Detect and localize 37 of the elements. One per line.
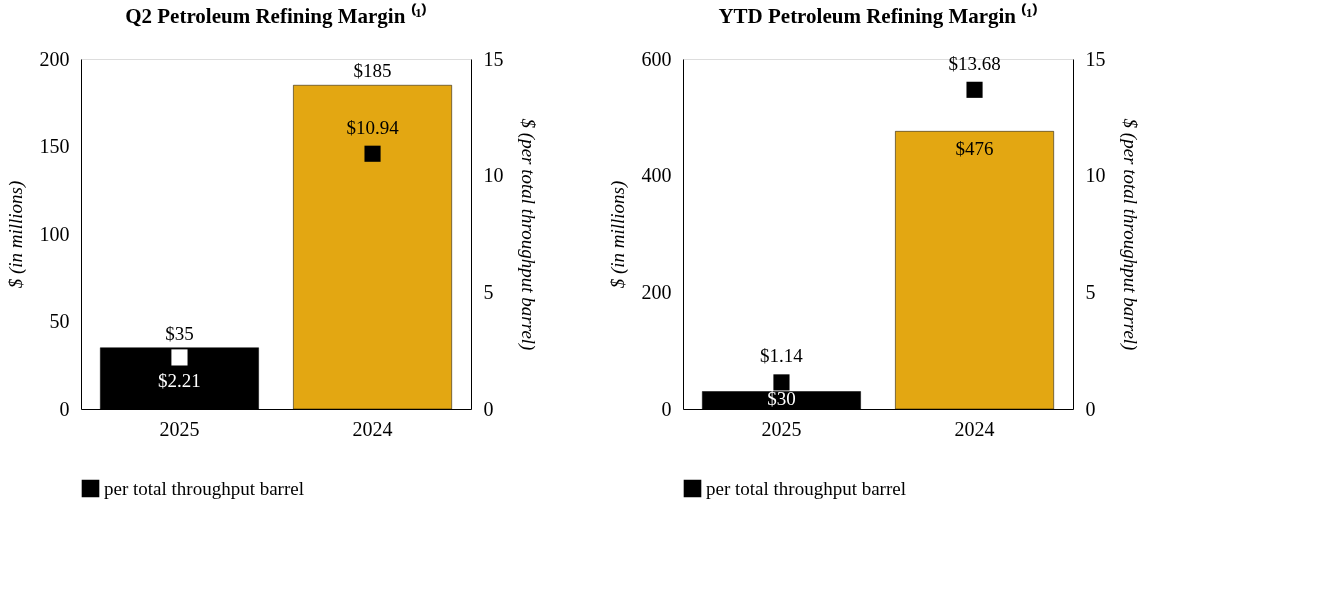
y-tick-label: 0	[59, 397, 70, 420]
x-tick-label: 2025	[159, 417, 200, 440]
legend-label: per total throughput barrel	[706, 477, 906, 499]
x-tick-label: 2024	[352, 417, 393, 440]
x-tick-label: 2024	[954, 417, 995, 440]
y-tick-label: 200	[641, 280, 672, 303]
y2-tick-label: 5	[483, 280, 494, 303]
y-tick-label: 50	[49, 310, 70, 332]
legend-label: per total throughput barrel	[104, 477, 304, 499]
data-label: $2.21	[158, 370, 201, 392]
y2-tick-label: 5	[1085, 280, 1096, 303]
chart-title: YTD Petroleum Refining Margin ⁽¹⁾	[718, 3, 1038, 28]
y-tick-label: 600	[641, 47, 672, 70]
data-label: $35	[165, 322, 194, 344]
x-tick-label: 2025	[761, 417, 802, 440]
y2-tick-label: 10	[483, 164, 504, 187]
y2-tick-label: 10	[1085, 164, 1106, 187]
y-tick-label: 200	[39, 47, 70, 70]
y-tick-label: 150	[39, 135, 70, 157]
y2-tick-label: 0	[483, 397, 494, 420]
chart-title: Q2 Petroleum Refining Margin ⁽¹⁾	[125, 3, 427, 28]
y-tick-label: 0	[661, 397, 672, 420]
data-label: $185	[353, 60, 392, 82]
data-label: $476	[955, 138, 994, 160]
data-label: $1.14	[760, 345, 804, 367]
y-axis-title: $ (in millions)	[4, 180, 27, 289]
y2-axis-title: $ (per total throughput barrel)	[1118, 118, 1141, 351]
data-label: $10.94	[346, 116, 400, 138]
y-axis-title: $ (in millions)	[606, 180, 629, 289]
y2-axis-title: $ (per total throughput barrel)	[516, 118, 539, 351]
y2-tick-label: 15	[1085, 47, 1106, 70]
y-tick-label: 100	[39, 222, 70, 245]
y2-tick-label: 15	[483, 47, 504, 70]
data-label: $30	[767, 387, 796, 409]
y2-tick-label: 0	[1085, 397, 1096, 420]
data-label: $13.68	[948, 52, 1001, 74]
y-tick-label: 400	[641, 164, 672, 187]
